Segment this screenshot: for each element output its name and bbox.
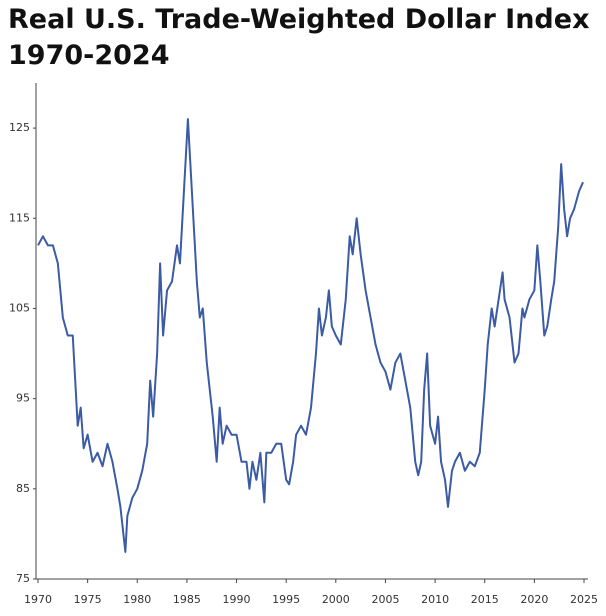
y-tick-label: 75 [16,572,30,585]
line-series [37,118,584,553]
x-tick-label: 2005 [371,593,399,606]
x-tick-label: 1985 [173,593,201,606]
y-tick-label: 125 [9,121,30,134]
x-tick-label: 2020 [520,593,548,606]
title-line: Real U.S. Trade-Weighted Dollar Index [8,4,590,35]
x-tick-label: 1990 [223,593,251,606]
y-tick-label: 105 [9,301,30,314]
x-tick-label: 2025 [570,593,598,606]
y-tick-label: 115 [9,211,30,224]
chart-title: Real U.S. Trade-Weighted Dollar Index 19… [8,2,590,74]
y-tick-label: 85 [16,482,30,495]
x-tick-label: 2015 [471,593,499,606]
title-line: 1970-2024 [8,40,170,71]
x-tick-label: 1975 [74,593,102,606]
y-tick-label: 95 [16,392,30,405]
x-tick-label: 2010 [421,593,449,606]
x-tick-label: 1980 [123,593,151,606]
x-tick-label: 2000 [322,593,350,606]
x-tick-label: 1995 [272,593,300,606]
x-tick-label: 1970 [24,593,52,606]
